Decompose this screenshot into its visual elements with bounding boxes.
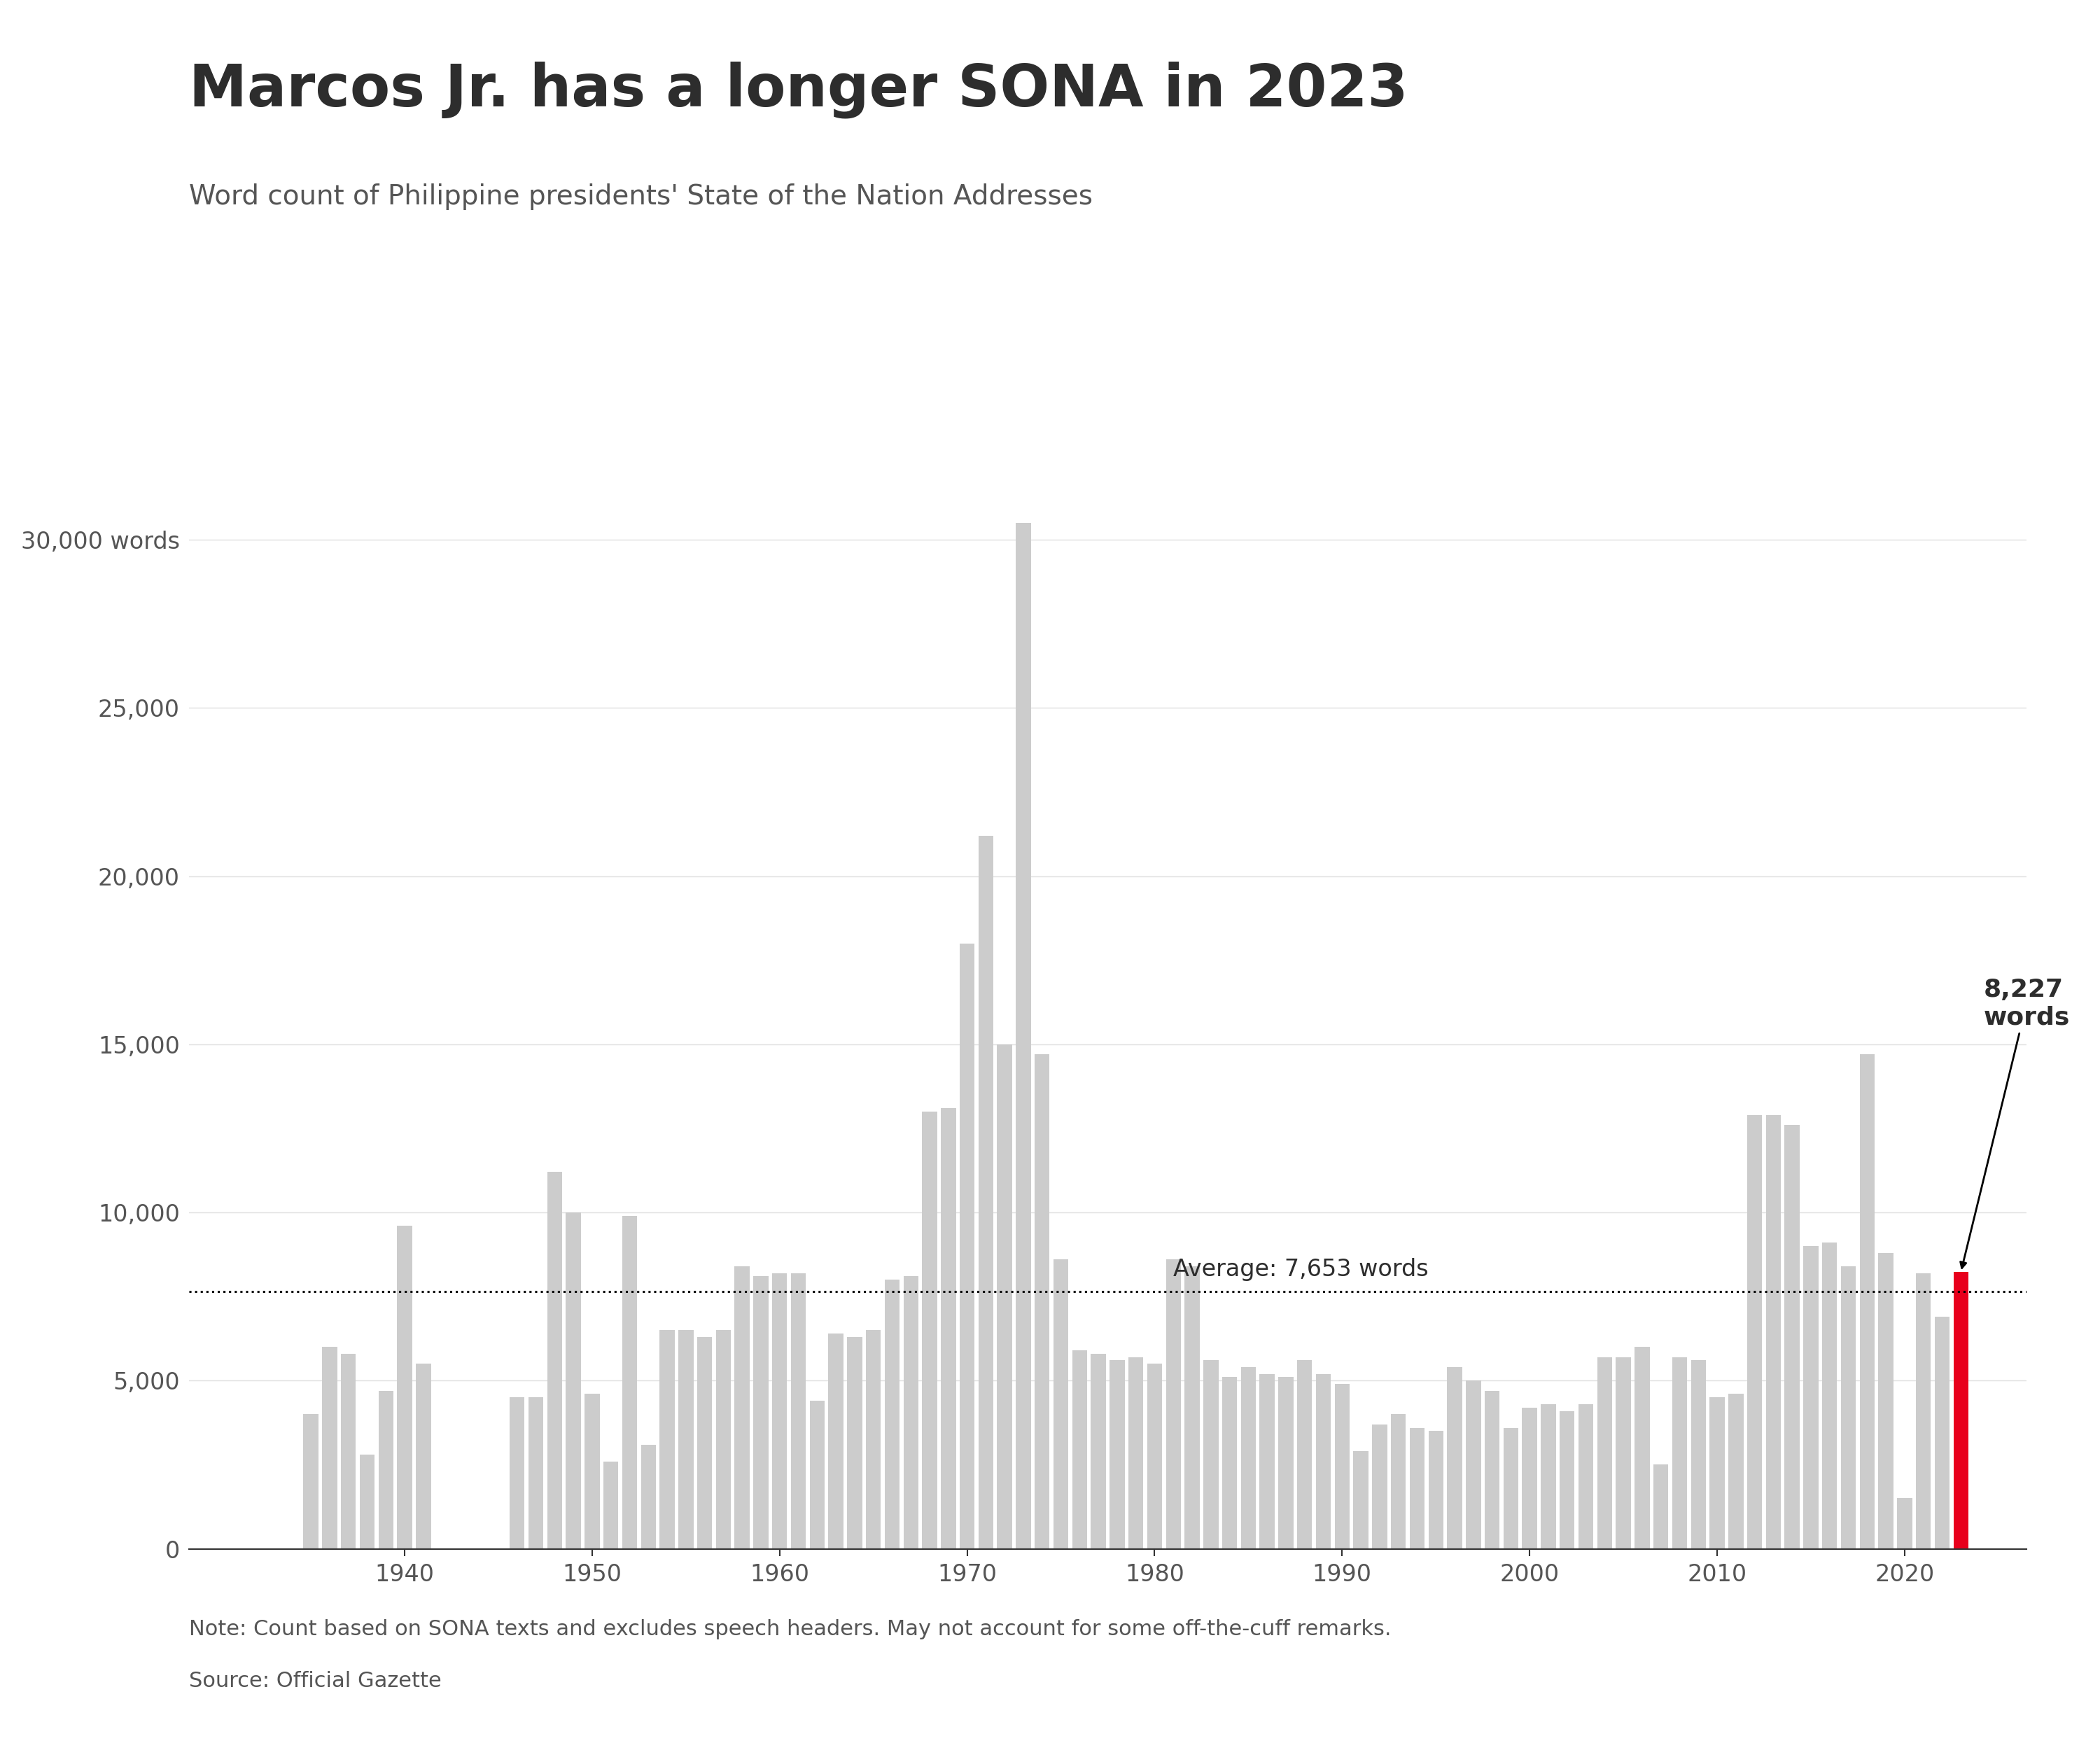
Bar [1541, 1404, 1556, 1549]
Bar [603, 1461, 617, 1549]
Bar [1447, 1367, 1462, 1549]
Bar [1336, 1384, 1350, 1549]
Bar [1728, 1395, 1743, 1549]
Bar [584, 1395, 601, 1549]
Bar [1823, 1242, 1837, 1549]
Bar [1128, 1356, 1142, 1549]
Bar [1804, 1246, 1819, 1549]
Bar [1560, 1410, 1575, 1549]
Bar [1109, 1360, 1126, 1549]
Bar [716, 1330, 731, 1549]
Bar [1298, 1360, 1312, 1549]
Bar [735, 1267, 750, 1549]
Bar [640, 1444, 655, 1549]
Bar [1877, 1253, 1894, 1549]
Bar [565, 1213, 582, 1549]
Bar [1147, 1363, 1161, 1549]
Bar [416, 1363, 430, 1549]
Bar [979, 836, 993, 1549]
Bar [1073, 1351, 1088, 1549]
Bar [1504, 1428, 1518, 1549]
Bar [1184, 1267, 1199, 1549]
Bar [1579, 1404, 1594, 1549]
Bar [941, 1108, 955, 1549]
Bar [678, 1330, 693, 1549]
Bar [1615, 1356, 1632, 1549]
Bar [1035, 1054, 1050, 1549]
Bar [1428, 1431, 1443, 1549]
Bar [997, 1045, 1012, 1549]
Bar [827, 1334, 844, 1549]
Bar [1522, 1407, 1537, 1549]
Text: Note: Count based on SONA texts and excludes speech headers. May not account for: Note: Count based on SONA texts and excl… [189, 1619, 1390, 1640]
Text: Marcos Jr. has a longer SONA in 2023: Marcos Jr. has a longer SONA in 2023 [189, 61, 1407, 119]
Bar [1279, 1377, 1294, 1549]
Bar [846, 1337, 863, 1549]
Bar [378, 1391, 393, 1549]
Bar [1222, 1377, 1237, 1549]
Bar [510, 1398, 525, 1549]
Bar [622, 1216, 636, 1549]
Bar [1485, 1391, 1499, 1549]
Bar [1390, 1414, 1405, 1549]
Bar [1352, 1451, 1369, 1549]
Bar [1785, 1125, 1800, 1549]
Bar [792, 1272, 806, 1549]
Bar [1090, 1354, 1107, 1549]
Bar [865, 1330, 880, 1549]
Bar [1166, 1260, 1180, 1549]
Bar [1634, 1348, 1651, 1549]
Bar [1934, 1316, 1949, 1549]
Text: Word count of Philippine presidents' State of the Nation Addresses: Word count of Philippine presidents' Sta… [189, 184, 1092, 210]
Bar [1861, 1054, 1875, 1549]
Bar [1653, 1465, 1667, 1549]
Bar [340, 1354, 355, 1549]
Bar [754, 1276, 769, 1549]
Bar [1016, 523, 1031, 1549]
Text: Source: Official Gazette: Source: Official Gazette [189, 1671, 441, 1692]
Bar [1409, 1428, 1424, 1549]
Bar [773, 1272, 788, 1549]
Bar [922, 1111, 937, 1549]
Bar [884, 1279, 899, 1549]
Bar [811, 1400, 825, 1549]
Bar [1896, 1498, 1913, 1549]
Text: 8,227
words: 8,227 words [1961, 978, 2071, 1269]
Bar [1842, 1267, 1856, 1549]
Bar [960, 943, 974, 1549]
Bar [1260, 1374, 1275, 1549]
Bar [359, 1454, 374, 1549]
Bar [397, 1225, 412, 1549]
Bar [1317, 1374, 1331, 1549]
Bar [1766, 1115, 1781, 1549]
Bar [1709, 1398, 1724, 1549]
Bar [1672, 1356, 1686, 1549]
Bar [1915, 1272, 1930, 1549]
Bar [548, 1172, 563, 1549]
Bar [1054, 1260, 1069, 1549]
Bar [321, 1348, 338, 1549]
Bar [659, 1330, 674, 1549]
Bar [1241, 1367, 1256, 1549]
Bar [1466, 1381, 1480, 1549]
Bar [903, 1276, 918, 1549]
Bar [1598, 1356, 1613, 1549]
Bar [697, 1337, 712, 1549]
Bar [1371, 1424, 1388, 1549]
Bar [1690, 1360, 1705, 1549]
Text: Average: 7,653 words: Average: 7,653 words [1174, 1258, 1428, 1281]
Bar [1747, 1115, 1762, 1549]
Bar [529, 1398, 544, 1549]
Bar [1953, 1272, 1968, 1549]
Bar [1203, 1360, 1218, 1549]
Bar [302, 1414, 319, 1549]
